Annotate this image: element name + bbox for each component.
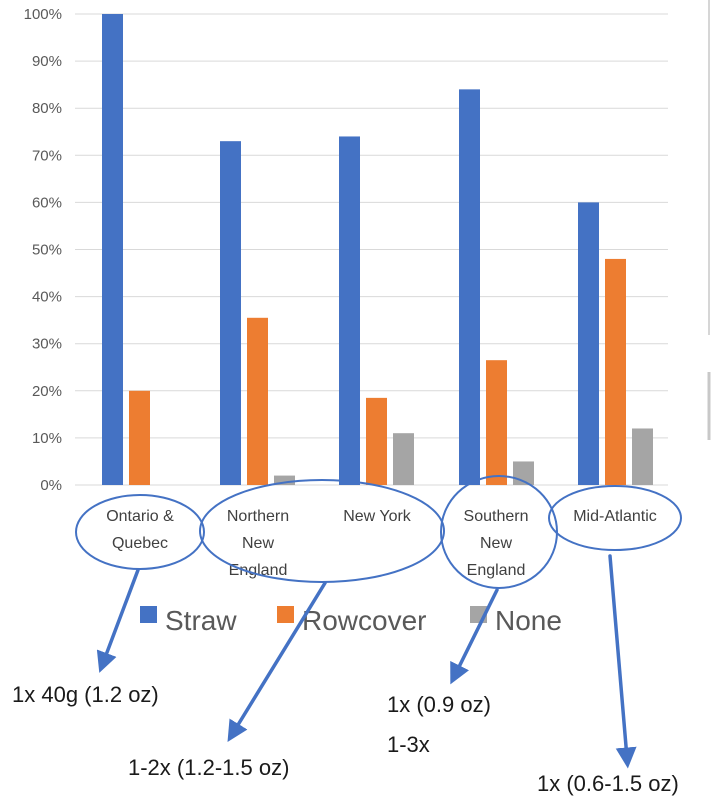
gridlines xyxy=(75,13,668,486)
y-tick-label: 50% xyxy=(32,242,62,259)
annotation-text: 1-3x xyxy=(387,732,430,757)
y-tick-label: 60% xyxy=(32,194,62,211)
annotation-arrow xyxy=(227,581,327,742)
category-label: Southern New England xyxy=(464,508,529,579)
region-ellipse xyxy=(548,485,682,551)
annotations: 1x 40g (1.2 oz) 1-2x (1.2-1.5 oz) 1x (0.9 … xyxy=(12,682,679,796)
bar-straw-2 xyxy=(339,136,360,485)
region-ellipses xyxy=(75,475,682,589)
legend-label-straw: Straw xyxy=(165,605,237,636)
bar-straw-1 xyxy=(220,141,241,486)
region-ellipse xyxy=(440,475,558,589)
bars xyxy=(102,14,653,486)
category-label: New York xyxy=(343,508,412,525)
bar-straw-0 xyxy=(102,14,123,485)
annotation-text: 1-2x (1.2-1.5 oz) xyxy=(128,755,289,780)
y-tick-label: 30% xyxy=(32,336,62,353)
y-tick-label: 90% xyxy=(32,53,62,70)
y-tick-label: 20% xyxy=(32,383,62,400)
bar-rowcover-3 xyxy=(486,360,507,485)
category-label: Northern New England xyxy=(227,508,289,579)
y-tick-label: 40% xyxy=(32,289,62,306)
annotation-text: 1x 40g (1.2 oz) xyxy=(12,682,159,707)
y-tick-label: 70% xyxy=(32,147,62,164)
bar-none-1 xyxy=(274,475,295,485)
category-label: Ontario & Quebec xyxy=(106,508,174,552)
annotation-arrow xyxy=(450,588,499,685)
annotation-arrow xyxy=(96,568,140,673)
bar-rowcover-4 xyxy=(605,258,626,485)
legend-label-none: None xyxy=(495,605,562,636)
legend-swatch-straw xyxy=(140,606,157,623)
y-tick-label: 0% xyxy=(40,477,62,494)
annotation-text: 1x (0.6-1.5 oz) xyxy=(537,771,679,796)
bar-straw-4 xyxy=(578,202,599,485)
bar-none-2 xyxy=(393,433,414,485)
y-tick-label: 80% xyxy=(32,100,62,117)
y-tick-label: 10% xyxy=(32,430,62,447)
annotation-arrows xyxy=(96,554,637,769)
category-label: Mid-Atlantic xyxy=(573,508,657,525)
bar-none-4 xyxy=(632,428,653,485)
bar-rowcover-1 xyxy=(247,317,268,485)
y-axis-ticks: 0% 10% 20% 30% 40% 50% 60% 70% 80% 90% 100% xyxy=(24,6,62,494)
legend: Straw Rowcover None xyxy=(140,605,562,636)
region-ellipse xyxy=(199,479,445,583)
legend-label-rowcover: Rowcover xyxy=(302,605,426,636)
annotation-arrow xyxy=(608,554,637,769)
category-labels: Ontario & Quebec Northern New England New Yor… xyxy=(106,508,657,579)
bar-rowcover-0 xyxy=(129,390,150,485)
bar-rowcover-2 xyxy=(366,397,387,485)
annotation-text: 1x (0.9 oz) xyxy=(387,692,491,717)
bar-straw-3 xyxy=(459,89,480,486)
region-ellipse xyxy=(75,494,205,570)
legend-swatch-rowcover xyxy=(277,606,294,623)
y-tick-label: 100% xyxy=(24,6,62,23)
